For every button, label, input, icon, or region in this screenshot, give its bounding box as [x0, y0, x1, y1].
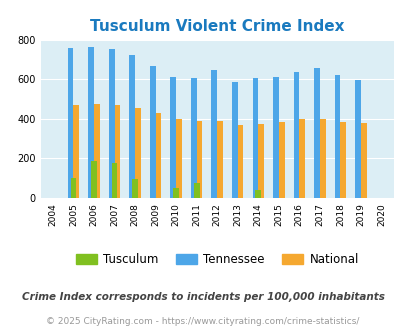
Bar [73, 105, 79, 198]
Bar [135, 108, 141, 198]
Bar [313, 68, 319, 198]
Bar [176, 118, 181, 198]
Bar [94, 104, 100, 198]
Bar [149, 66, 155, 198]
Bar [339, 122, 345, 198]
Bar [354, 80, 360, 198]
Bar [68, 48, 73, 198]
Bar [298, 119, 304, 198]
Text: Crime Index corresponds to incidents per 100,000 inhabitants: Crime Index corresponds to incidents per… [21, 292, 384, 302]
Bar [273, 77, 278, 198]
Bar [91, 161, 97, 198]
Bar [360, 122, 366, 198]
Legend: Tusculum, Tennessee, National: Tusculum, Tennessee, National [71, 248, 362, 271]
Bar [155, 113, 161, 198]
Bar [319, 119, 325, 198]
Bar [196, 121, 202, 198]
Bar [255, 190, 260, 198]
Bar [114, 105, 120, 198]
Bar [193, 182, 199, 198]
Bar [132, 179, 138, 198]
Bar [334, 75, 339, 198]
Bar [217, 121, 222, 198]
Bar [109, 49, 114, 198]
Bar [231, 82, 237, 198]
Title: Tusculum Violent Crime Index: Tusculum Violent Crime Index [90, 19, 343, 34]
Bar [88, 47, 94, 198]
Bar [190, 78, 196, 198]
Bar [237, 125, 243, 198]
Bar [173, 188, 179, 198]
Bar [252, 78, 258, 198]
Bar [293, 73, 298, 198]
Bar [129, 55, 135, 198]
Text: © 2025 CityRating.com - https://www.cityrating.com/crime-statistics/: © 2025 CityRating.com - https://www.city… [46, 317, 359, 326]
Bar [70, 178, 76, 198]
Bar [211, 70, 217, 198]
Bar [258, 123, 263, 198]
Bar [278, 122, 284, 198]
Bar [111, 163, 117, 198]
Bar [170, 77, 176, 198]
